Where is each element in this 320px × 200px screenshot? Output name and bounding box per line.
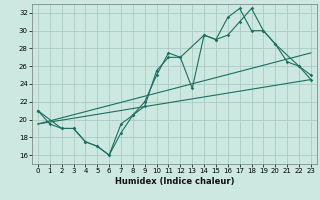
X-axis label: Humidex (Indice chaleur): Humidex (Indice chaleur) [115, 177, 234, 186]
